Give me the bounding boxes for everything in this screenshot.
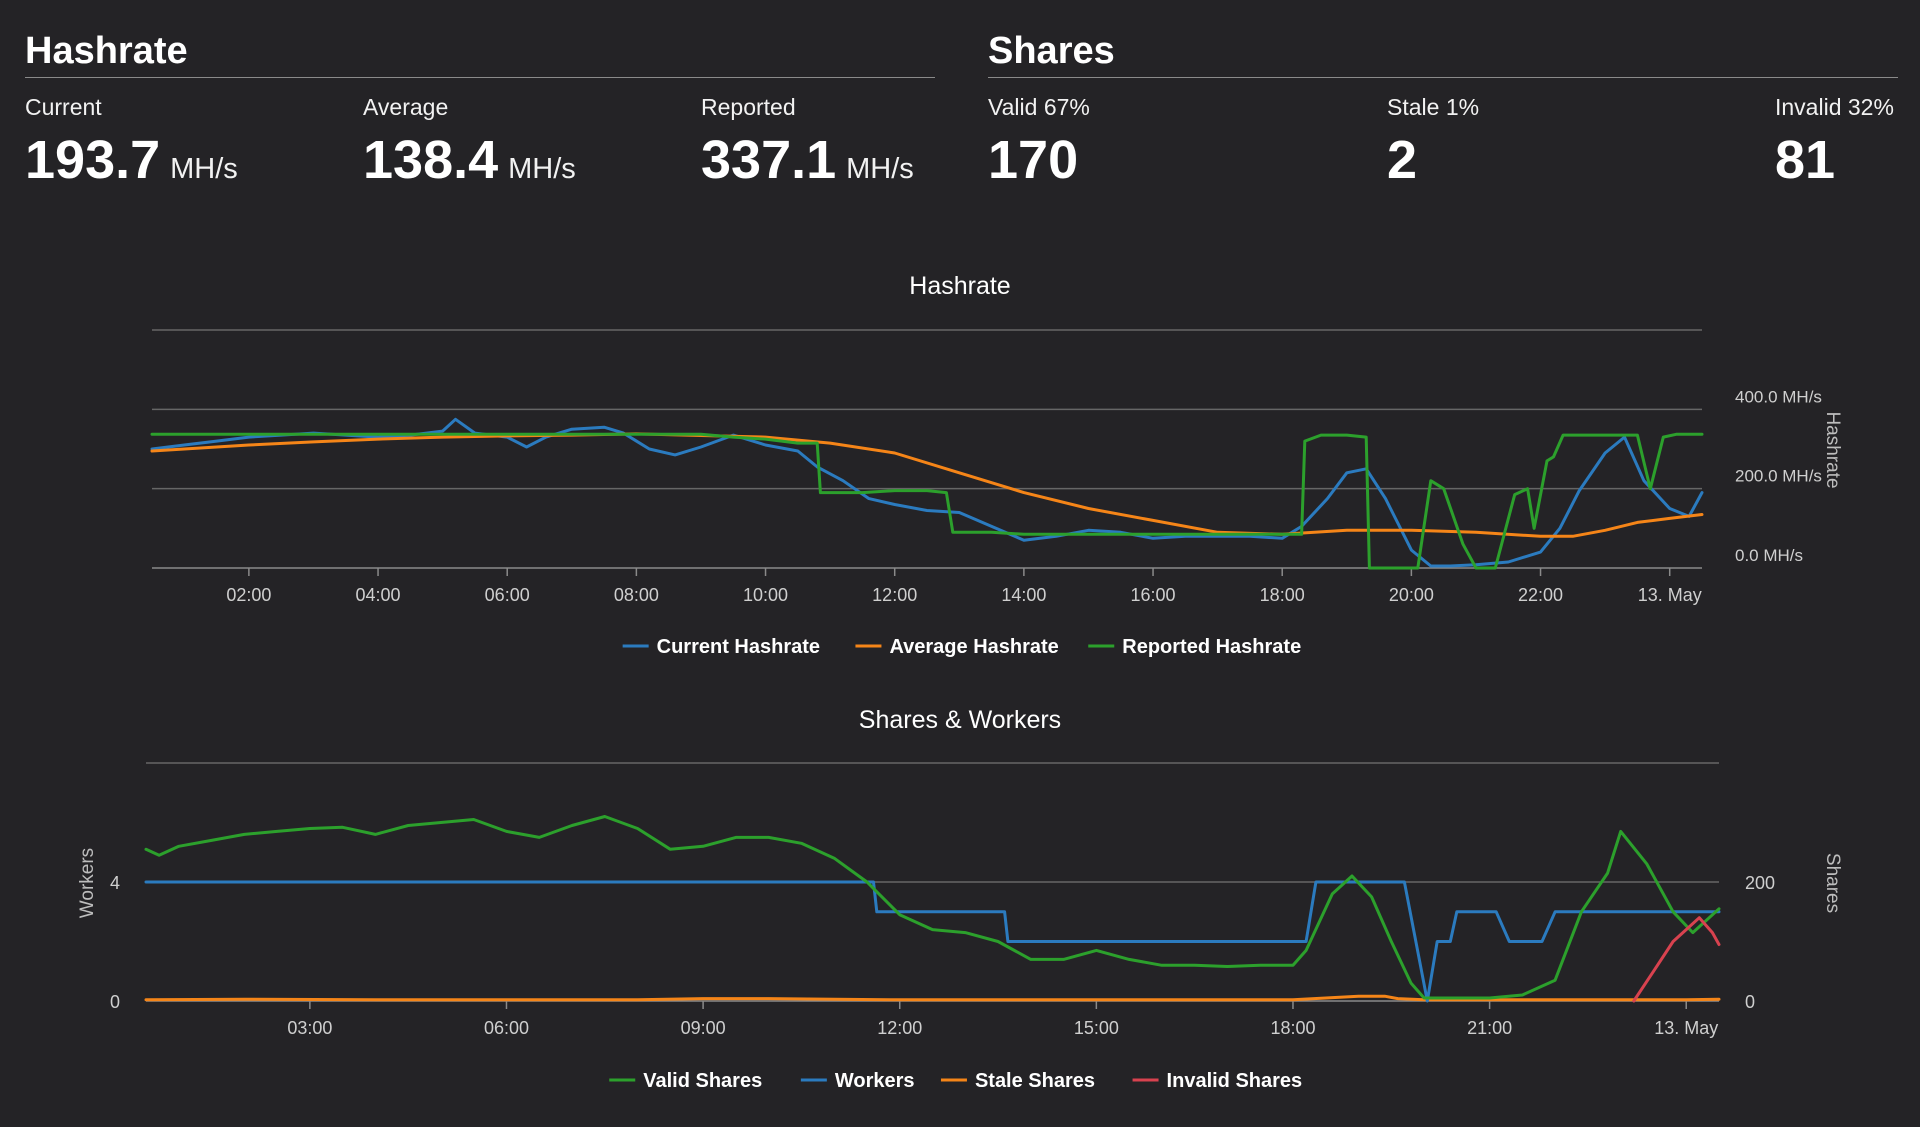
shares-series-workers (144, 880, 1721, 1003)
hashrate-x-tick-label: 06:00 (485, 585, 530, 605)
hashrate-series-current-hashrate (150, 417, 1704, 568)
stat-label: Reported (701, 94, 796, 120)
shares-x-tick-label: 03:00 (287, 1018, 332, 1038)
shares-legend-label-stale-shares: Stale Shares (975, 1070, 1095, 1092)
stat-value: 337.1 (701, 130, 837, 190)
shares-right-y-tick-label: 200 (1745, 873, 1775, 893)
shares-x-tick-label: 09:00 (681, 1018, 726, 1038)
stat-value: 170 (988, 130, 1079, 190)
shares-series-invalid-shares (1632, 916, 1721, 1003)
stat-unit: MH/s (508, 153, 576, 185)
hashrate-x-tick-label: 20:00 (1389, 585, 1434, 605)
shares-left-y-tick-label: 4 (110, 873, 120, 893)
stat-label: Valid 67% (988, 94, 1090, 120)
hashrate-x-tick-label: 02:00 (226, 585, 271, 605)
shares-x-tick-label: 13. May (1654, 1018, 1718, 1038)
hashrate-y-tick-label: 0.0 MH/s (1735, 546, 1803, 565)
stat-unit: MH/s (846, 153, 914, 185)
hashrate-y-axis-label: Hashrate (1822, 411, 1843, 488)
shares-x-tick-label: 18:00 (1270, 1018, 1315, 1038)
shares-legend-label-invalid-shares: Invalid Shares (1167, 1070, 1303, 1092)
hashrate-y-tick-label: 200.0 MH/s (1735, 467, 1822, 486)
hashrate-legend-label-current-hashrate: Current Hashrate (657, 636, 820, 658)
hashrate-x-tick-label: 12:00 (872, 585, 917, 605)
shares-x-tick-label: 12:00 (877, 1018, 922, 1038)
hashrate-x-tick-label: 13. May (1638, 585, 1702, 605)
shares-section-divider (988, 77, 1898, 78)
hashrate-section-title: Hashrate (25, 30, 188, 72)
hashrate-x-tick-label: 16:00 (1131, 585, 1176, 605)
reported-hashrate-stat: Reported 337.1 MH/s (701, 94, 914, 191)
hashrate-x-tick-label: 14:00 (1001, 585, 1046, 605)
stat-value: 193.7 (25, 130, 161, 190)
shares-section-title: Shares (988, 30, 1115, 72)
average-hashrate-stat: Average 138.4 MH/s (363, 94, 576, 191)
stat-unit: MH/s (170, 153, 238, 185)
shares-right-y-tick-label: 0 (1745, 992, 1755, 1012)
hashrate-x-tick-label: 22:00 (1518, 585, 1563, 605)
hashrate-section-divider (25, 77, 935, 78)
hashrate-series-reported-hashrate (150, 432, 1704, 570)
hashrate-y-tick-label: 400.0 MH/s (1735, 387, 1822, 406)
shares-legend-label-workers: Workers (835, 1070, 915, 1092)
hashrate-legend-label-reported-hashrate: Reported Hashrate (1122, 636, 1301, 658)
hashrate-x-tick-label: 18:00 (1260, 585, 1305, 605)
shares-x-tick-label: 15:00 (1074, 1018, 1119, 1038)
stat-value: 2 (1387, 130, 1418, 190)
hashrate-series-average-hashrate (150, 432, 1704, 538)
stat-label: Average (363, 94, 449, 120)
shares-right-y-axis-label: Shares (1822, 853, 1843, 913)
shares-x-tick-label: 21:00 (1467, 1018, 1512, 1038)
stat-label: Invalid 32% (1775, 94, 1894, 120)
shares-series-valid-shares (144, 815, 1721, 1000)
shares-left-y-axis-label: Workers (77, 848, 98, 918)
hashrate-x-tick-label: 10:00 (743, 585, 788, 605)
shares-chart-title: Shares & Workers (859, 706, 1061, 734)
hashrate-chart-title: Hashrate (909, 272, 1010, 300)
stat-label: Stale 1% (1387, 94, 1480, 120)
valid-shares-stat: Valid 67% 170 (988, 94, 1090, 191)
invalid-shares-stat: Invalid 32% 81 (1775, 94, 1894, 191)
shares-x-tick-label: 06:00 (484, 1018, 529, 1038)
stale-shares-stat: Stale 1% 2 (1387, 94, 1479, 191)
shares-series-stale-shares (144, 994, 1721, 1002)
stat-label: Current (25, 94, 102, 120)
current-hashrate-stat: Current 193.7 MH/s (25, 94, 238, 191)
shares-legend-label-valid-shares: Valid Shares (643, 1070, 762, 1092)
hashrate-legend-label-average-hashrate: Average Hashrate (889, 636, 1058, 658)
hashrate-x-tick-label: 04:00 (356, 585, 401, 605)
hashrate-x-tick-label: 08:00 (614, 585, 659, 605)
stat-value: 81 (1775, 130, 1836, 190)
stat-value: 138.4 (363, 130, 499, 190)
shares-left-y-tick-label: 0 (110, 992, 120, 1012)
